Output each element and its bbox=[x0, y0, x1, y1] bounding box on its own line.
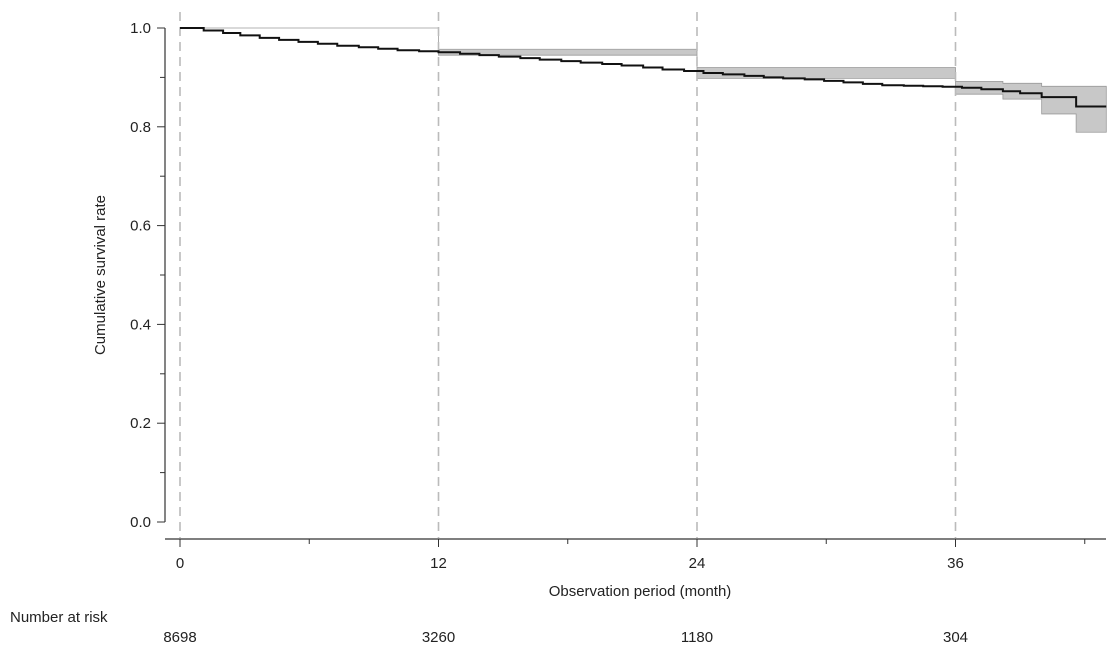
x-tick-label: 36 bbox=[947, 555, 964, 572]
x-tick-label: 24 bbox=[689, 555, 706, 572]
risk-table-value: 1180 bbox=[681, 629, 713, 645]
y-tick-label: 0.2 bbox=[130, 415, 151, 432]
axes-layer bbox=[165, 28, 1106, 539]
x-tick-layer: 0 12 24 36 bbox=[176, 539, 1085, 572]
risk-table-label: Number at risk bbox=[10, 609, 108, 626]
y-tick-layer: 0.0 0.2 0.4 0.6 0.8 1.0 bbox=[130, 20, 165, 531]
risk-table-value: 304 bbox=[943, 629, 968, 645]
y-axis-label: Cumulative survival rate bbox=[92, 195, 109, 355]
risk-table-value: 8698 bbox=[163, 629, 196, 645]
survival-curve bbox=[180, 28, 1106, 107]
y-tick-label: 0.6 bbox=[130, 218, 151, 235]
x-tick-label: 12 bbox=[430, 555, 447, 572]
reference-lines-layer bbox=[180, 12, 956, 538]
y-tick-label: 1.0 bbox=[130, 20, 151, 37]
risk-table-value: 3260 bbox=[422, 629, 455, 645]
y-tick-label: 0.4 bbox=[130, 316, 151, 333]
x-axis-label: Observation period (month) bbox=[549, 583, 732, 600]
y-tick-label: 0.0 bbox=[130, 514, 151, 531]
y-tick-label: 0.8 bbox=[130, 119, 151, 136]
risk-table-values: 8698 3260 1180 304 bbox=[163, 629, 968, 645]
x-tick-label: 0 bbox=[176, 555, 184, 572]
survival-curve-layer bbox=[180, 28, 1106, 107]
